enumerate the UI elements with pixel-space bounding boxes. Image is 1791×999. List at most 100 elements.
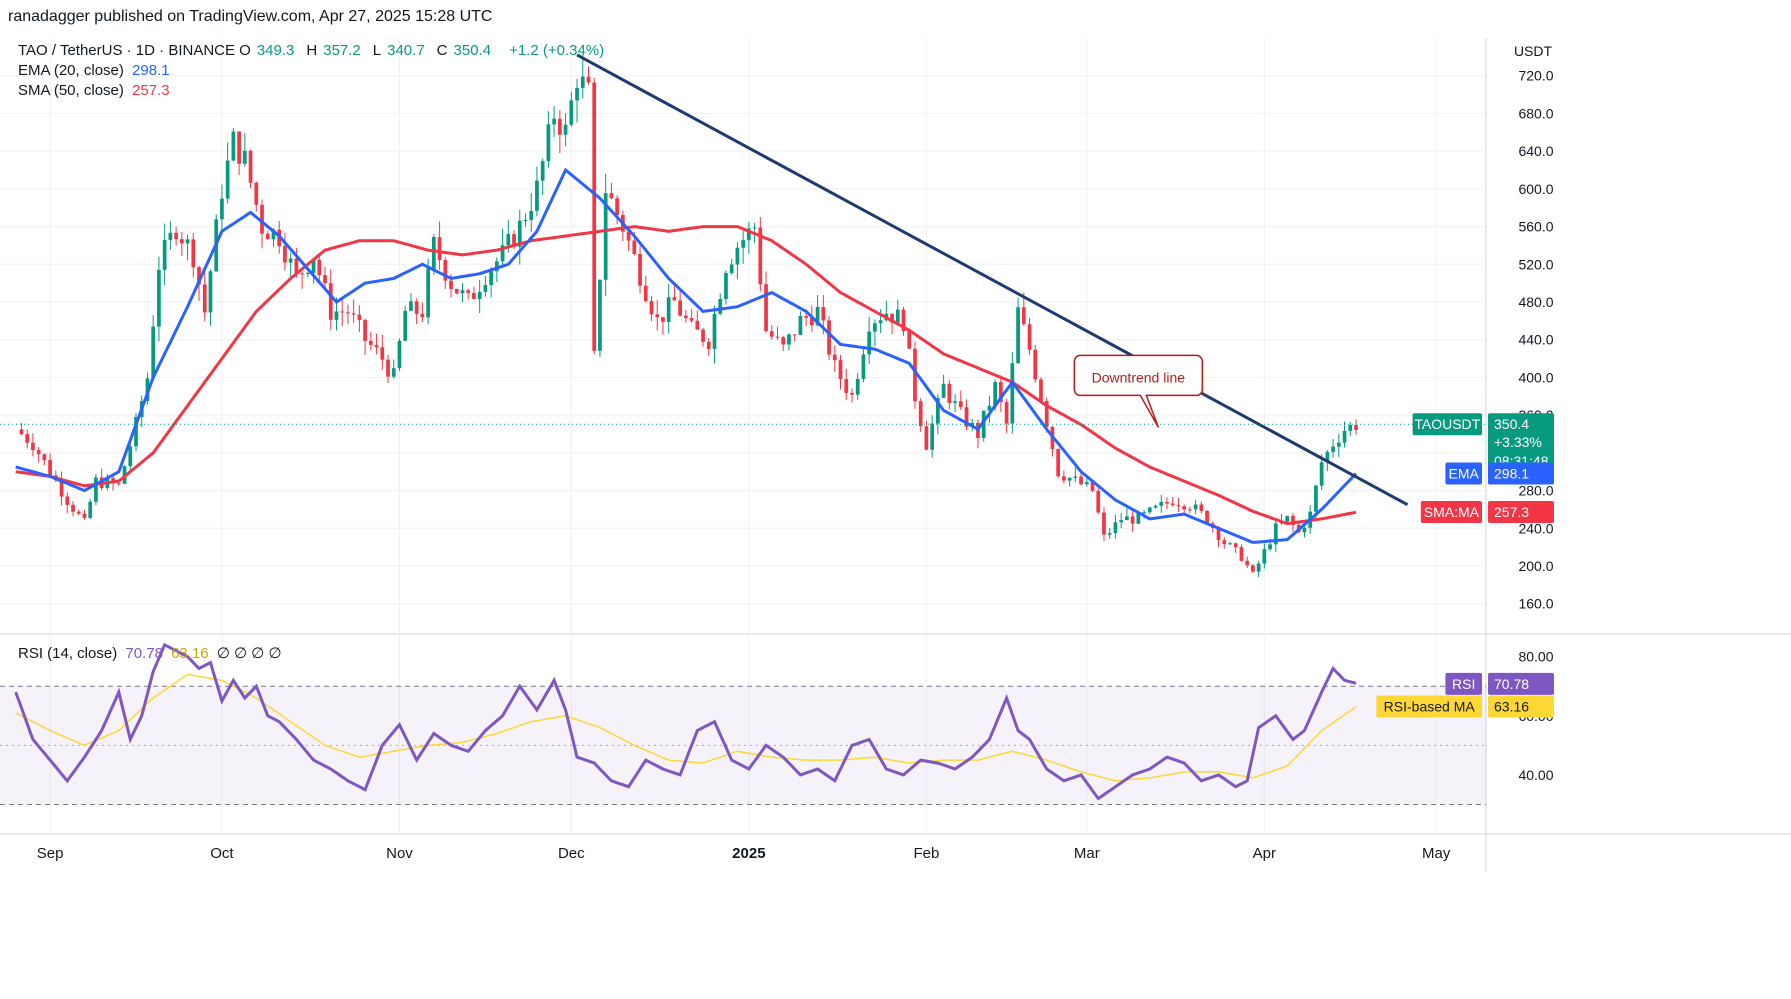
candle-body [752,227,757,229]
candle-body [1325,451,1330,463]
rsi-legend-label: RSI (14, close) [18,645,118,662]
candle-body [1136,513,1141,524]
candle-body [328,283,333,320]
candle-body [844,379,849,393]
candle-body [1113,522,1118,534]
candle-body [758,227,763,285]
candle-body [1159,502,1164,506]
ema-legend[interactable]: EMA (20, close) 298.1 [18,62,170,79]
grid-lines [0,38,1791,872]
candle-body [512,234,516,247]
candle-body [82,513,87,518]
candle-body [1319,462,1324,486]
candle-body [374,344,379,348]
candle-body [598,279,602,351]
candle-body [363,319,367,341]
candle-body [271,229,276,240]
candle-body [999,382,1003,403]
tradingview-chart[interactable]: 160.0200.0240.0280.0320.0360.0400.0440.0… [0,38,1791,994]
candle-body [368,340,373,345]
candle-body [517,220,522,247]
candle-body [76,511,81,514]
candle-body [1044,400,1049,427]
candle-body [431,237,436,269]
price-tick-label: 520.0 [1518,256,1553,272]
candle-body [787,334,791,345]
annotation-label: Downtrend line [1092,369,1186,385]
candle-body [36,449,41,455]
candle-body [179,239,184,244]
sma-badge-tag-bg [1420,500,1482,523]
price-badge-tag-bg [1412,413,1482,436]
candle-body [712,313,717,349]
candle-body [489,271,493,286]
candle-body [683,315,688,319]
rsi-ma-badge-val: 63.16 [1494,698,1529,714]
price-tick-label: 680.0 [1518,105,1553,121]
candle-body [340,311,345,313]
candle-body [953,401,957,403]
candle-body [1262,549,1267,564]
candle-body [735,247,740,265]
ema-badge-tag: EMA [1449,466,1480,482]
candle-body [769,331,774,337]
candle-body [1331,446,1335,452]
candle-body [391,368,396,377]
sma-badge-tag: SMA:MA [1424,504,1480,520]
candle-body [867,331,872,355]
candle-body [1119,520,1124,523]
price-tick-label: 240.0 [1518,520,1553,536]
time-tick-label: Dec [558,845,585,862]
candle-body [638,254,642,286]
price-tick-label: 720.0 [1518,68,1553,84]
candle-body [895,309,900,323]
candle-body [1291,515,1295,526]
rsi-legend[interactable]: RSI (14, close) 70.78 63.16 ∅ ∅ ∅ ∅ [18,644,282,662]
candle-body [128,446,133,467]
candle-body [850,392,854,395]
candle-body [1233,543,1238,548]
candle-body [523,220,528,222]
candle-body [231,131,236,161]
price-tick-label: 640.0 [1518,143,1553,159]
candle-body [420,313,425,318]
annotation-box [1073,354,1204,428]
candle-body [168,232,173,240]
candle-body [781,337,786,345]
candle-body [661,317,665,322]
candle-body [460,290,465,294]
candle-body [798,315,803,335]
candle-body [993,382,998,406]
candle-body [42,454,47,460]
time-tick-label: 2025 [732,845,765,862]
chart-svg[interactable]: 160.0200.0240.0280.0320.0360.0400.0440.0… [0,38,1791,994]
candle-body [947,383,952,403]
price-tick-label: 560.0 [1518,219,1553,235]
axes: 160.0200.0240.0280.0320.0360.0400.0440.0… [37,43,1554,862]
candle-body [552,118,556,125]
candle-body [283,246,287,263]
candle-body [540,161,545,181]
candle-body [311,259,316,273]
candle-body [655,314,660,318]
candle-body [386,359,390,377]
price-tick-label: 200.0 [1518,558,1553,574]
candle-body [729,264,734,274]
candle-body [1073,476,1078,478]
candle-body [964,407,969,427]
candle-body [300,273,304,275]
rsi-tick-label: 80.00 [1518,649,1553,665]
candle-body [701,329,705,342]
candle-body [59,480,64,497]
candle-body [603,193,608,280]
candle-body [1336,442,1341,447]
sma-legend[interactable]: SMA (50, close) 257.3 [18,82,170,99]
candle-body [1021,307,1026,325]
candle-body [191,239,196,268]
candle-body [1285,515,1290,522]
candle-body [1314,485,1318,512]
downtrend-line [576,53,1409,507]
sma-badge: SMA:MA 257.3 [1420,500,1554,523]
price-badge-change: +3.33% [1494,434,1542,450]
